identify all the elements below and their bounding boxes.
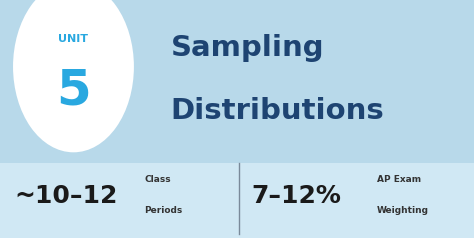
Text: Periods: Periods	[145, 206, 183, 215]
Text: AP Exam: AP Exam	[377, 175, 421, 184]
Bar	[0, 163, 474, 238]
Ellipse shape	[13, 0, 134, 152]
Text: Class: Class	[145, 175, 171, 184]
Text: Weighting: Weighting	[377, 206, 429, 215]
Text: Distributions: Distributions	[171, 97, 384, 125]
Text: 7–12%: 7–12%	[251, 184, 341, 208]
Text: ~10–12: ~10–12	[14, 184, 118, 208]
Text: 5: 5	[56, 66, 91, 114]
Text: Sampling: Sampling	[171, 34, 324, 62]
Text: UNIT: UNIT	[58, 34, 89, 44]
Bar	[0, 0, 474, 163]
